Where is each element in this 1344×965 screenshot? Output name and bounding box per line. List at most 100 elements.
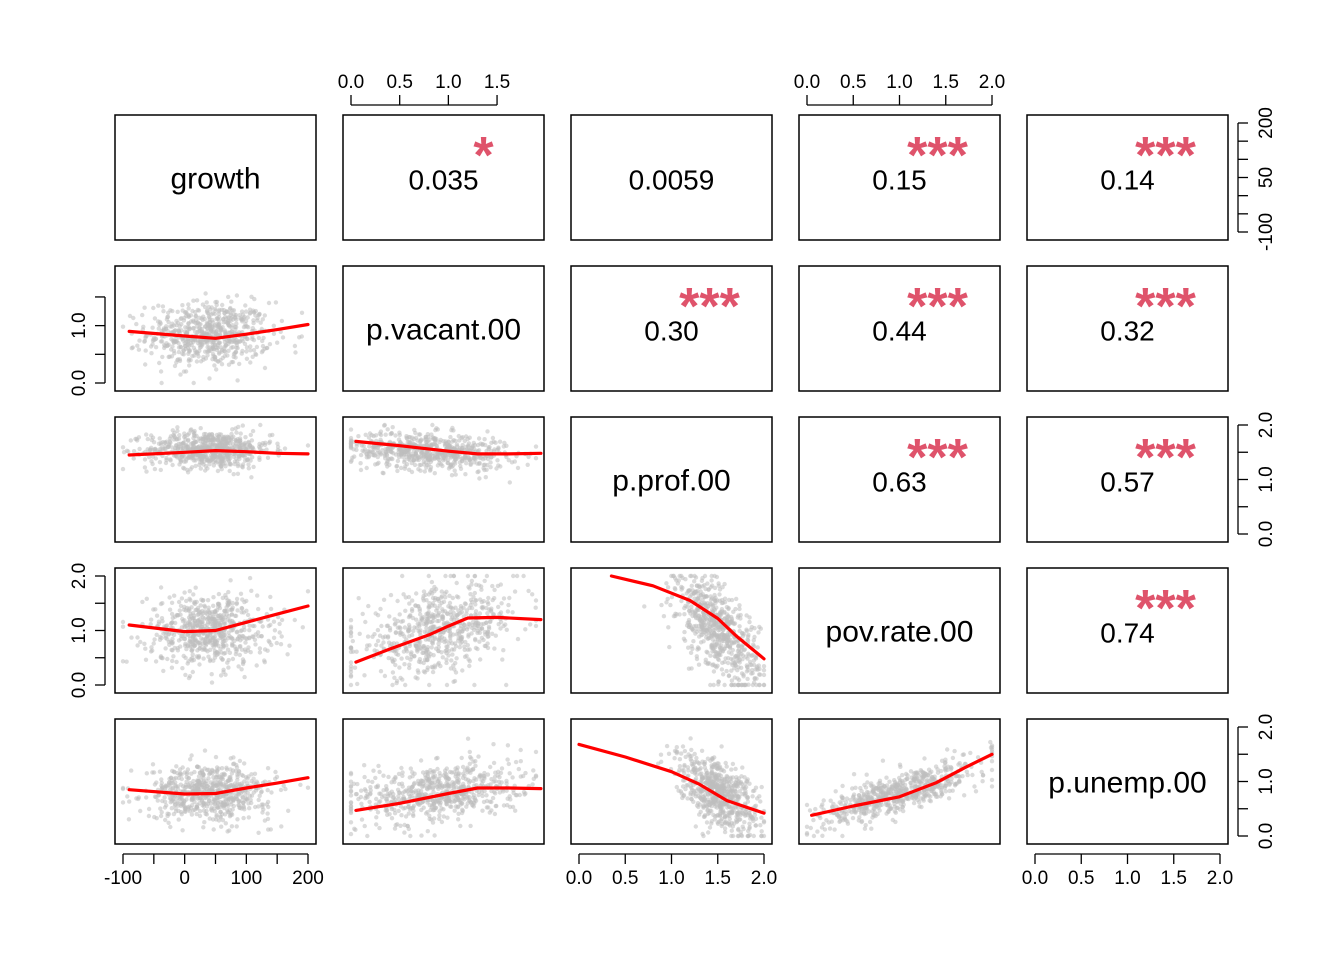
scatter-point [449,462,454,467]
scatter-point [191,592,196,597]
scatter-point [704,628,710,633]
scatter-point [243,775,249,780]
scatter-point [668,602,673,608]
scatter-point [394,680,399,686]
scatter-point [170,641,175,646]
scatter-point [480,442,485,447]
scatter-point [229,329,234,334]
scatter-point [158,321,163,326]
scatter-point [278,787,284,793]
scatter-point [271,635,277,640]
scatter-point [700,625,705,630]
scatter-point [124,448,130,453]
scatter-point [513,808,518,813]
scatter-point [159,655,164,661]
scatter-point [223,441,228,447]
scatter-point [258,320,263,325]
panel-frame-r2-c4 [1026,416,1229,543]
scatter-point [247,806,252,811]
scatter-point [444,644,449,649]
scatter-point [722,581,727,587]
scatter-point [170,636,175,642]
scatter-point [176,599,182,605]
significance-stars-r1-c2: *** [679,278,740,336]
scatter-point [202,603,207,608]
scatter-point [444,660,449,666]
scatter-point [187,363,192,368]
panel-frame-r4-c3 [798,718,1001,845]
scatter-point [257,793,262,798]
scatter-point [176,817,181,822]
scatter-point [714,665,719,670]
scatter-point [747,619,752,625]
scatter-point [262,365,268,371]
scatter-point [246,645,251,650]
scatter-point [235,378,240,383]
scatter-point [137,446,142,452]
scatter-point [702,573,708,579]
scatter-point [175,425,180,430]
scatter-point [214,367,219,372]
scatter-point [413,603,418,608]
scatter-point [382,673,388,679]
scatter-point [243,453,248,458]
scatter-point [156,303,161,308]
scatter-point [469,625,475,631]
panel-frame-r2-c1 [342,416,545,543]
scatter-point [366,603,371,609]
scatter-point [228,578,233,583]
scatter-point [365,833,370,839]
scatter-point [373,611,378,616]
scatter-point [737,603,742,608]
scatter-point [664,600,669,605]
scatter-point [269,790,274,795]
scatter-point [227,828,232,833]
scatter-point [247,575,253,581]
scatter-point [423,434,428,440]
scatter-point [249,772,254,777]
scatter-point [150,454,155,459]
scatter-point [392,675,397,680]
panel-frame-r4-c2 [570,718,773,845]
scatter-point [711,669,717,674]
scatter-point [159,442,164,448]
scatter-point [176,341,181,346]
scatter-point [752,634,757,640]
scatter-point [259,443,264,448]
scatter-point [725,660,731,666]
scatter-point [253,351,258,357]
scatter-point [193,313,198,319]
scatter-point [173,775,178,781]
scatter-point [212,622,218,627]
scatter-point [182,636,187,641]
scatter-point [195,786,200,791]
scatter-point [225,353,230,358]
scatter-point [427,619,433,625]
scatter-point [430,595,436,601]
scatter-point [198,426,203,431]
scatter-point [224,801,230,806]
scatter-point [236,792,241,797]
scatter-point [179,453,185,458]
scatter-point [243,309,249,314]
scatter-point [287,643,292,648]
scatter-point [443,595,448,600]
panel-frame-r2-c3 [798,416,1001,543]
scatter-point [440,607,445,612]
scatter-point [222,620,227,625]
scatter-point [207,635,213,641]
scatter-point [243,435,248,440]
scatter-point [203,468,208,473]
scatter-point [424,443,429,448]
scatter-point [453,660,458,666]
scatter-point [223,454,229,460]
scatter-point [460,668,465,673]
scatter-point [265,345,270,351]
scatter-point [236,802,241,808]
scatter-point [440,655,445,660]
scatter-point [485,599,490,605]
scatter-point [400,631,405,637]
scatter-point [277,630,282,635]
scatter-point [401,592,406,597]
scatter-point [226,322,231,328]
